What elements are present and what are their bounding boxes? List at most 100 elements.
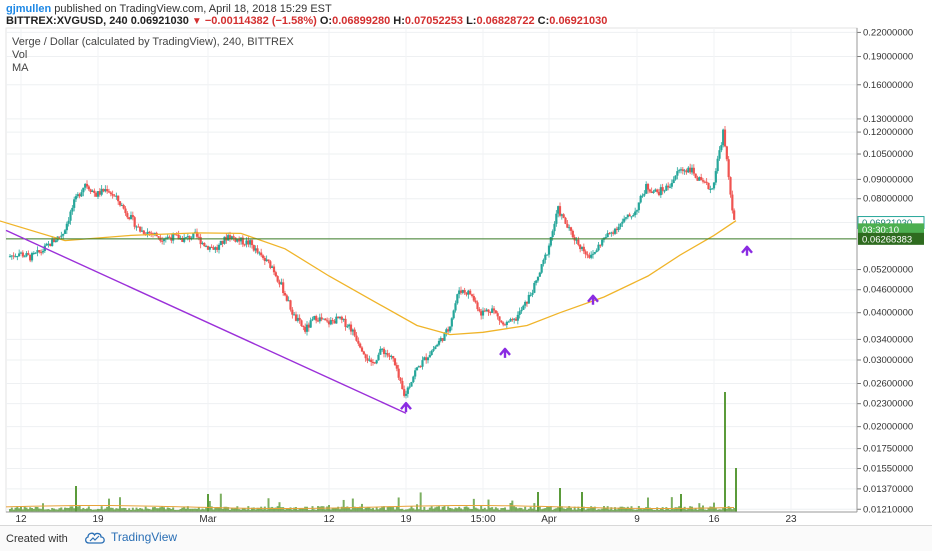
candle-body [111, 194, 114, 196]
candle-body [472, 295, 475, 301]
volume-bar [465, 506, 468, 512]
legend-title[interactable]: Verge / Dollar (calculated by TradingVie… [12, 36, 294, 48]
candle [370, 357, 373, 366]
candle [84, 183, 87, 191]
volume-bar [45, 509, 48, 512]
candle [67, 217, 70, 227]
candle-body [458, 290, 461, 295]
candle [687, 166, 690, 173]
volume-bar [689, 506, 692, 512]
volume-bar [353, 506, 356, 512]
price-chart[interactable]: 0.22000000 0.19000000 0.16000000 0.13000000… [0, 0, 932, 525]
candle-body [291, 309, 294, 315]
candle-body [542, 259, 545, 265]
candle-body [705, 181, 708, 183]
candle [610, 231, 613, 237]
candle-body [197, 236, 200, 238]
candle [344, 315, 347, 331]
volume-bar [122, 507, 125, 512]
candle-body [60, 235, 63, 237]
candle-body [681, 169, 684, 171]
candle [404, 390, 408, 399]
volume-bar [724, 392, 726, 512]
candle [555, 210, 558, 227]
candle-body [371, 362, 375, 364]
candle-body [487, 309, 490, 313]
candle [507, 320, 510, 323]
up-arrow-icon[interactable] [587, 294, 599, 305]
candle [16, 255, 19, 261]
ma-line [0, 220, 737, 336]
tradingview-brand[interactable]: TradingView [84, 530, 177, 544]
volume-bar [383, 506, 385, 512]
candle-body [107, 191, 111, 193]
x-tick-label: 12 [323, 514, 335, 525]
volume-bar [606, 506, 609, 512]
candle-body [500, 320, 503, 323]
volume-bar [240, 509, 242, 512]
candle-body [293, 314, 296, 316]
candle [216, 244, 219, 253]
up-arrow-icon[interactable] [499, 347, 511, 358]
candle-body [289, 300, 292, 310]
candle-body [278, 281, 281, 285]
volume-bar [427, 509, 429, 512]
candle-body [49, 243, 52, 247]
candle-body [137, 226, 140, 228]
volume-bar [188, 508, 191, 512]
candle [12, 252, 15, 260]
trendline[interactable] [5, 229, 407, 414]
volume-bar [555, 508, 558, 512]
volume-bar [731, 509, 734, 512]
volume-bar [436, 506, 439, 512]
candle [679, 167, 683, 174]
volume-bar [590, 506, 593, 512]
volume-bar [544, 508, 547, 512]
volume-bar [219, 493, 222, 512]
candle [366, 354, 369, 364]
candle [505, 320, 508, 329]
volume-bar [408, 508, 411, 512]
volume-bar [346, 506, 349, 512]
author-link[interactable]: gjmullen [6, 3, 52, 15]
candle-body [135, 226, 138, 228]
candle-body [30, 253, 34, 261]
candle-body [128, 217, 131, 220]
candle-body [397, 368, 400, 378]
candle [104, 185, 107, 193]
candle-body [272, 266, 276, 273]
candle-body [619, 223, 622, 227]
candle-body [80, 192, 83, 197]
candle-body [564, 217, 567, 224]
candle [536, 276, 540, 283]
candle [694, 173, 697, 179]
candle [260, 248, 263, 257]
volume-bar [82, 507, 85, 512]
volume-bar [159, 507, 162, 512]
candle-body [533, 282, 536, 293]
volume-bar [276, 506, 279, 512]
up-arrow-icon[interactable] [400, 401, 412, 413]
volume-bar [395, 507, 398, 512]
volume-bar [91, 509, 94, 512]
up-arrow-icon[interactable] [741, 245, 753, 256]
candle-body [511, 319, 514, 321]
volume-bar [463, 506, 466, 512]
volume-bar [54, 509, 57, 512]
candle [307, 322, 310, 332]
legend-vol[interactable]: Vol [12, 49, 28, 61]
candle [593, 251, 596, 255]
candle-body [447, 329, 450, 332]
volume-bar [168, 507, 171, 512]
candle-body [186, 236, 189, 238]
candle-body [133, 217, 136, 227]
candle [645, 181, 648, 194]
candle-body [415, 367, 419, 371]
y-tick-label: 0.01210000 [863, 504, 913, 515]
candle-body [480, 311, 483, 316]
legend-ma[interactable]: MA [12, 62, 29, 74]
candle-body [610, 232, 613, 234]
candle-body [283, 293, 287, 296]
volume-bar [342, 499, 345, 512]
candle-body [566, 223, 569, 228]
